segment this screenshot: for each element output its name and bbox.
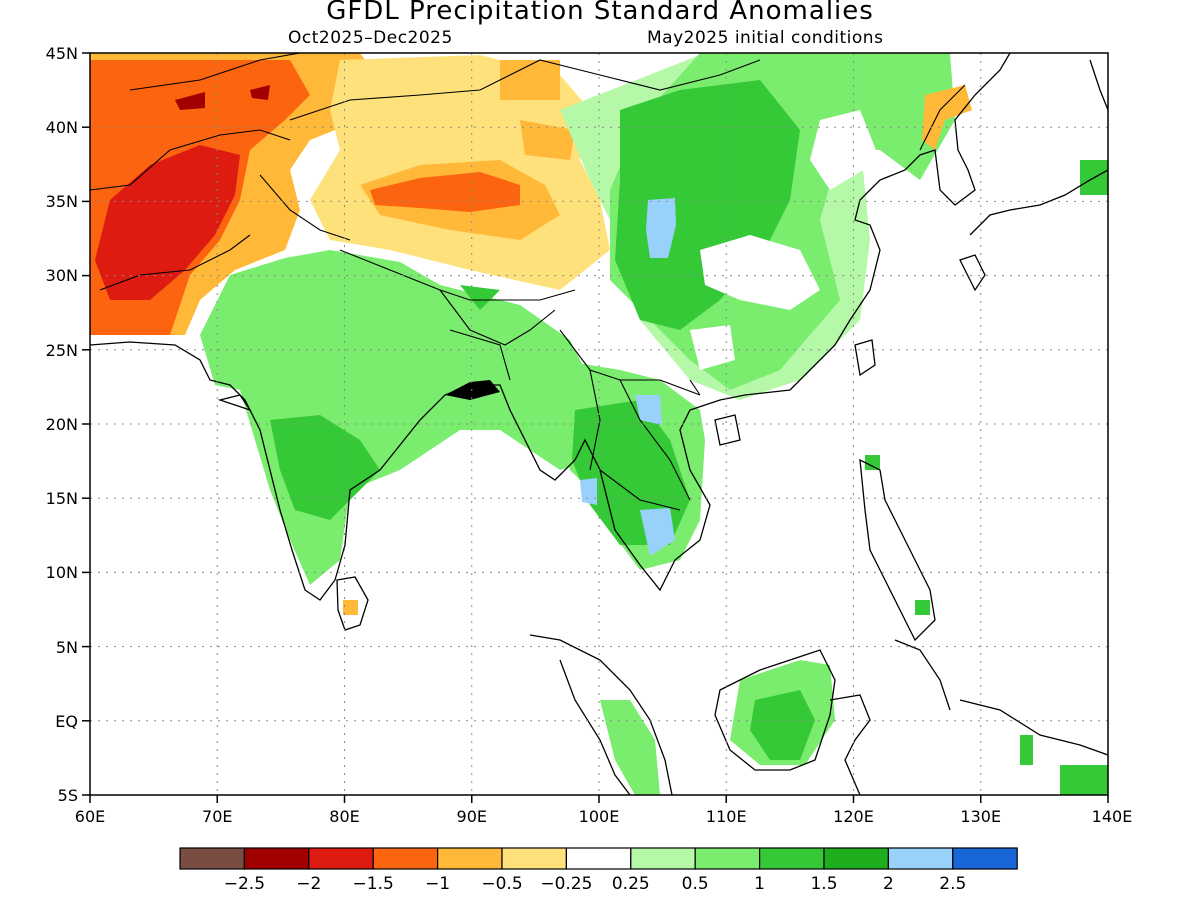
lon-label: 70E	[202, 807, 232, 826]
lon-label: 60E	[75, 807, 105, 826]
tick-marks	[82, 52, 1109, 803]
colorbar-swatch	[630, 847, 696, 870]
lon-label: 120E	[833, 807, 874, 826]
country-borders	[90, 53, 966, 511]
colorbar-swatch	[823, 847, 890, 870]
latitude-labels: 45N 40N 35N 30N 25N 20N 15N 10N 5N EQ 5S	[46, 44, 78, 805]
colorbar-swatch	[758, 847, 825, 870]
india-green	[270, 285, 500, 520]
colorbar-swatch	[565, 847, 632, 870]
lon-label: 90E	[457, 807, 487, 826]
colorbar-label: 1.5	[810, 874, 837, 894]
colorbar: −2.5 −2 −1.5 −1 −0.5 −0.25 0.25 0.5 1 1.5 2 2.5	[179, 847, 1018, 894]
colorbar-label: −1	[425, 874, 450, 894]
colorbar-swatch	[501, 847, 568, 870]
initial-conditions: May2025 initial conditions	[647, 28, 884, 48]
colorbar-label: 0.5	[682, 874, 709, 894]
colorbar-swatch	[952, 847, 1018, 870]
wet-spot-blue	[580, 198, 676, 556]
china-white-patch	[690, 110, 880, 370]
colorbar-swatch	[372, 847, 439, 870]
colorbar-label: −1.5	[353, 874, 394, 894]
page-title: GFDL Precipitation Standard Anomalies	[326, 0, 874, 26]
colorbar-swatch	[179, 847, 246, 870]
lat-label: 30N	[46, 266, 78, 285]
lon-label: 80E	[329, 807, 359, 826]
lat-label: 20N	[46, 415, 78, 434]
delta-coast	[445, 380, 500, 400]
colorbar-label: −2.5	[224, 874, 265, 894]
lat-label: 15N	[46, 489, 78, 508]
forecast-period: Oct2025–Dec2025	[288, 28, 453, 48]
lat-label: 25N	[46, 341, 78, 360]
coastlines	[90, 53, 1108, 795]
colorbar-label: 2	[883, 874, 894, 894]
colorbar-swatch	[437, 847, 503, 870]
colorbar-label: 1	[754, 874, 765, 894]
lat-label: 45N	[46, 44, 78, 63]
dry-region-darkred	[175, 85, 270, 110]
lat-label: EQ	[55, 712, 78, 731]
borneo-mid-green	[750, 690, 815, 760]
colorbar-swatch	[694, 847, 761, 870]
colorbar-label: −0.25	[540, 874, 592, 894]
colorbar-swatch	[243, 847, 310, 870]
lon-label: 140E	[1092, 807, 1133, 826]
lon-label: 130E	[960, 807, 1001, 826]
tibet-dark-orange	[370, 172, 520, 212]
china-mid-green	[615, 80, 800, 330]
lat-label: 10N	[46, 563, 78, 582]
colorbar-boxes	[179, 847, 1018, 870]
sumatra-green	[600, 700, 660, 795]
colorbar-label: 0.25	[612, 874, 650, 894]
srilanka-orange	[343, 600, 358, 615]
colorbar-labels: −2.5 −2 −1.5 −1 −0.5 −0.25 0.25 0.5 1 1.5 2 2.5	[224, 874, 967, 894]
lat-label: 5S	[58, 786, 78, 805]
gridlines	[90, 53, 1108, 795]
colorbar-label: 2.5	[939, 874, 966, 894]
lon-label: 110E	[706, 807, 747, 826]
colorbar-label: −2	[296, 874, 321, 894]
colorbar-swatch	[308, 847, 374, 870]
colorbar-swatch	[887, 847, 954, 870]
lat-label: 40N	[46, 118, 78, 137]
anomaly-fields	[90, 53, 1108, 795]
korea-orange	[922, 85, 972, 150]
islands-green	[865, 160, 1108, 795]
lat-label: 35N	[46, 192, 78, 211]
lon-label: 100E	[579, 807, 620, 826]
longitude-labels: 60E 70E 80E 90E 100E 110E 120E 130E 140E	[75, 807, 1133, 826]
lat-label: 5N	[56, 638, 78, 657]
colorbar-label: −0.5	[481, 874, 522, 894]
